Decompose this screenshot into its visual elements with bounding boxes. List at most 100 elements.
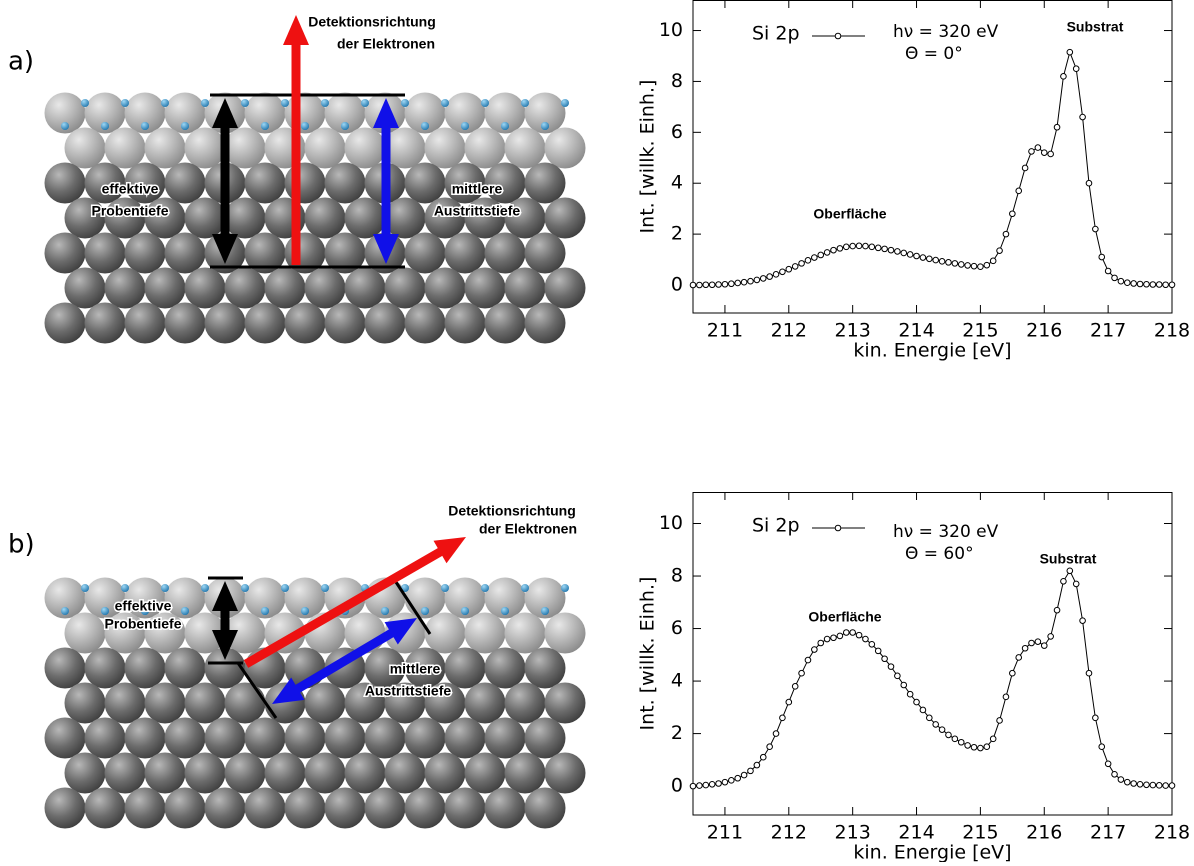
data-point xyxy=(831,635,837,641)
data-point xyxy=(716,781,722,787)
atom xyxy=(525,648,566,689)
data-point xyxy=(709,282,715,288)
data-point xyxy=(1022,645,1028,651)
data-point xyxy=(729,281,735,287)
adatom xyxy=(461,122,469,130)
atom xyxy=(365,303,406,344)
atom xyxy=(45,788,86,829)
data-point xyxy=(901,682,907,688)
atom xyxy=(485,233,526,274)
data-point xyxy=(799,670,805,676)
atom xyxy=(225,128,266,169)
data-point xyxy=(780,269,786,275)
x-tick-label: 215 xyxy=(962,320,998,342)
atom xyxy=(165,718,206,759)
data-point xyxy=(1163,282,1169,288)
data-point xyxy=(1137,281,1143,287)
x-tick-label: 218 xyxy=(1154,320,1190,342)
data-point xyxy=(1067,568,1073,574)
data-point xyxy=(927,256,933,262)
data-point xyxy=(716,282,722,288)
x-tick-label: 216 xyxy=(1026,320,1062,342)
atom xyxy=(485,648,526,689)
x-axis-title: kin. Energie [eV] xyxy=(853,842,1011,863)
atom xyxy=(105,128,146,169)
data-point xyxy=(1112,275,1118,281)
atom xyxy=(45,648,86,689)
atom xyxy=(225,753,266,794)
y-tick-label: 10 xyxy=(659,512,683,534)
atom xyxy=(145,128,186,169)
data-point xyxy=(965,263,971,269)
data-point xyxy=(920,707,926,713)
atom xyxy=(305,268,346,309)
atom xyxy=(405,233,446,274)
data-point xyxy=(792,264,798,270)
annotation: Substrat xyxy=(1040,551,1097,567)
atom xyxy=(185,268,226,309)
data-point xyxy=(1099,254,1105,260)
atom xyxy=(505,753,546,794)
y-tick-label: 0 xyxy=(671,274,683,296)
data-point xyxy=(978,745,984,751)
annotation: hν = 320 eV xyxy=(893,522,999,542)
data-point xyxy=(1105,761,1111,767)
data-point xyxy=(939,259,945,265)
data-point xyxy=(1016,188,1022,194)
data-point xyxy=(1118,278,1124,284)
data-point xyxy=(805,657,811,663)
data-point xyxy=(1144,281,1150,287)
atom xyxy=(125,648,166,689)
data-point xyxy=(901,250,907,256)
x-tick-label: 213 xyxy=(835,320,871,342)
data-point xyxy=(1029,640,1035,646)
atom xyxy=(245,718,286,759)
atom xyxy=(545,268,586,309)
atom xyxy=(345,128,386,169)
data-point xyxy=(914,253,920,259)
y-tick-label: 6 xyxy=(671,121,683,143)
y-axis-title: Int. [willk. Einh.] xyxy=(637,577,659,731)
atom xyxy=(165,303,206,344)
depth-label: Austrittstiefe xyxy=(365,683,452,699)
atom xyxy=(365,788,406,829)
data-point xyxy=(946,732,952,738)
atom xyxy=(45,718,86,759)
atom xyxy=(65,753,106,794)
data-point xyxy=(767,274,773,280)
atom xyxy=(445,233,486,274)
y-tick-label: 8 xyxy=(671,565,683,587)
adatom xyxy=(421,122,429,130)
data-point xyxy=(1041,643,1047,649)
data-point xyxy=(690,783,696,789)
atom xyxy=(505,683,546,724)
adatom xyxy=(541,122,549,130)
data-line xyxy=(693,52,1172,285)
data-point xyxy=(990,736,996,742)
data-point xyxy=(805,258,811,264)
data-point xyxy=(741,279,747,285)
data-point xyxy=(1010,670,1016,676)
atom xyxy=(105,753,146,794)
atom xyxy=(405,718,446,759)
data-line xyxy=(693,571,1172,786)
data-point xyxy=(875,648,881,654)
data-point xyxy=(748,278,754,284)
atom xyxy=(525,163,566,204)
data-point xyxy=(1086,670,1092,676)
adatom xyxy=(241,584,249,592)
atom xyxy=(325,303,366,344)
adatom xyxy=(181,122,189,130)
data-point xyxy=(850,243,856,249)
atom xyxy=(245,163,286,204)
adatom xyxy=(301,607,309,615)
data-point xyxy=(812,647,818,653)
data-point xyxy=(914,699,920,705)
data-point xyxy=(1156,783,1162,789)
y-tick-label: 6 xyxy=(671,617,683,639)
atom xyxy=(185,753,226,794)
data-point xyxy=(1035,145,1041,151)
annotation: Oberfläche xyxy=(813,206,886,222)
data-point xyxy=(965,743,971,749)
data-point xyxy=(971,744,977,750)
